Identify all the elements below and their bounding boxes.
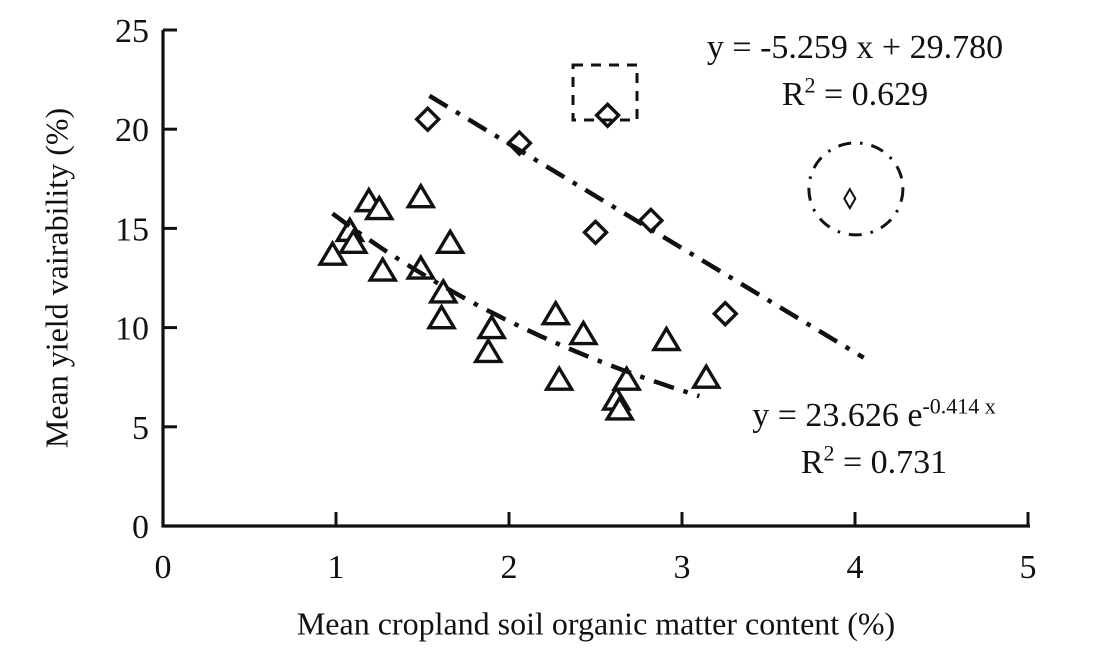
x-tick-label: 0 xyxy=(155,549,172,586)
diamond-series-point xyxy=(582,218,609,246)
dashdot-circle-highlight xyxy=(807,141,905,237)
diamond-trend-line xyxy=(428,93,865,360)
x-tick-label: 2 xyxy=(501,549,518,586)
axes-lines xyxy=(161,30,1030,528)
diamond-series-point xyxy=(711,300,739,328)
triangle-series-point xyxy=(476,313,508,340)
triangle-series-point xyxy=(472,337,504,364)
y-tick-label: 0 xyxy=(132,509,149,546)
triangle-series-point xyxy=(434,227,466,254)
triangle-series-point xyxy=(611,364,643,391)
triangle-series-point xyxy=(363,194,395,221)
triangle-trend-line xyxy=(331,211,700,399)
y-tick-label: 25 xyxy=(115,13,149,50)
x-tick-label: 5 xyxy=(1020,549,1037,586)
triangle-series-point xyxy=(367,255,399,282)
exponential-equation-label: y = 23.626 e-0.414 x R2 = 0.731 xyxy=(674,392,1074,486)
triangle-series-point xyxy=(567,319,599,346)
triangle-series-point xyxy=(604,394,636,421)
triangle-series-point xyxy=(690,362,722,389)
triangle-series-point xyxy=(337,227,369,254)
x-axis-title: Mean cropland soil organic matter conten… xyxy=(296,605,896,642)
linear-r-squared-text: R2 = 0.629 xyxy=(781,72,929,113)
triangle-series-point xyxy=(543,364,575,391)
diamond-series-point xyxy=(637,207,665,234)
y-tick-label: 10 xyxy=(115,311,149,348)
linear-equation-text: y = -5.259 x + 29.780 xyxy=(706,29,1004,66)
diamond-series-point xyxy=(594,101,622,129)
diamond-series-point xyxy=(414,105,442,133)
triangle-series-point xyxy=(650,325,682,352)
exponential-r-squared-text: R2 = 0.731 xyxy=(800,440,948,481)
y-tick-label: 15 xyxy=(115,211,149,248)
x-tick-label: 3 xyxy=(674,549,691,586)
x-tick-label: 1 xyxy=(328,549,345,586)
dashed-square-highlight xyxy=(571,63,639,122)
small-diamond-outlier-point xyxy=(843,187,857,211)
triangle-series-point xyxy=(405,182,437,209)
y-tick-label: 20 xyxy=(115,112,149,149)
triangle-series-point xyxy=(426,303,458,330)
x-tick-label: 4 xyxy=(847,549,864,586)
linear-equation-label: y = -5.259 x + 29.780 R2 = 0.629 xyxy=(655,24,1055,118)
y-tick-label: 5 xyxy=(132,410,149,447)
y-axis-title: Mean yield vairability (%) xyxy=(38,107,75,449)
triangle-series-point xyxy=(540,299,572,326)
exponential-equation-text: y = 23.626 e-0.414 x xyxy=(752,393,996,434)
